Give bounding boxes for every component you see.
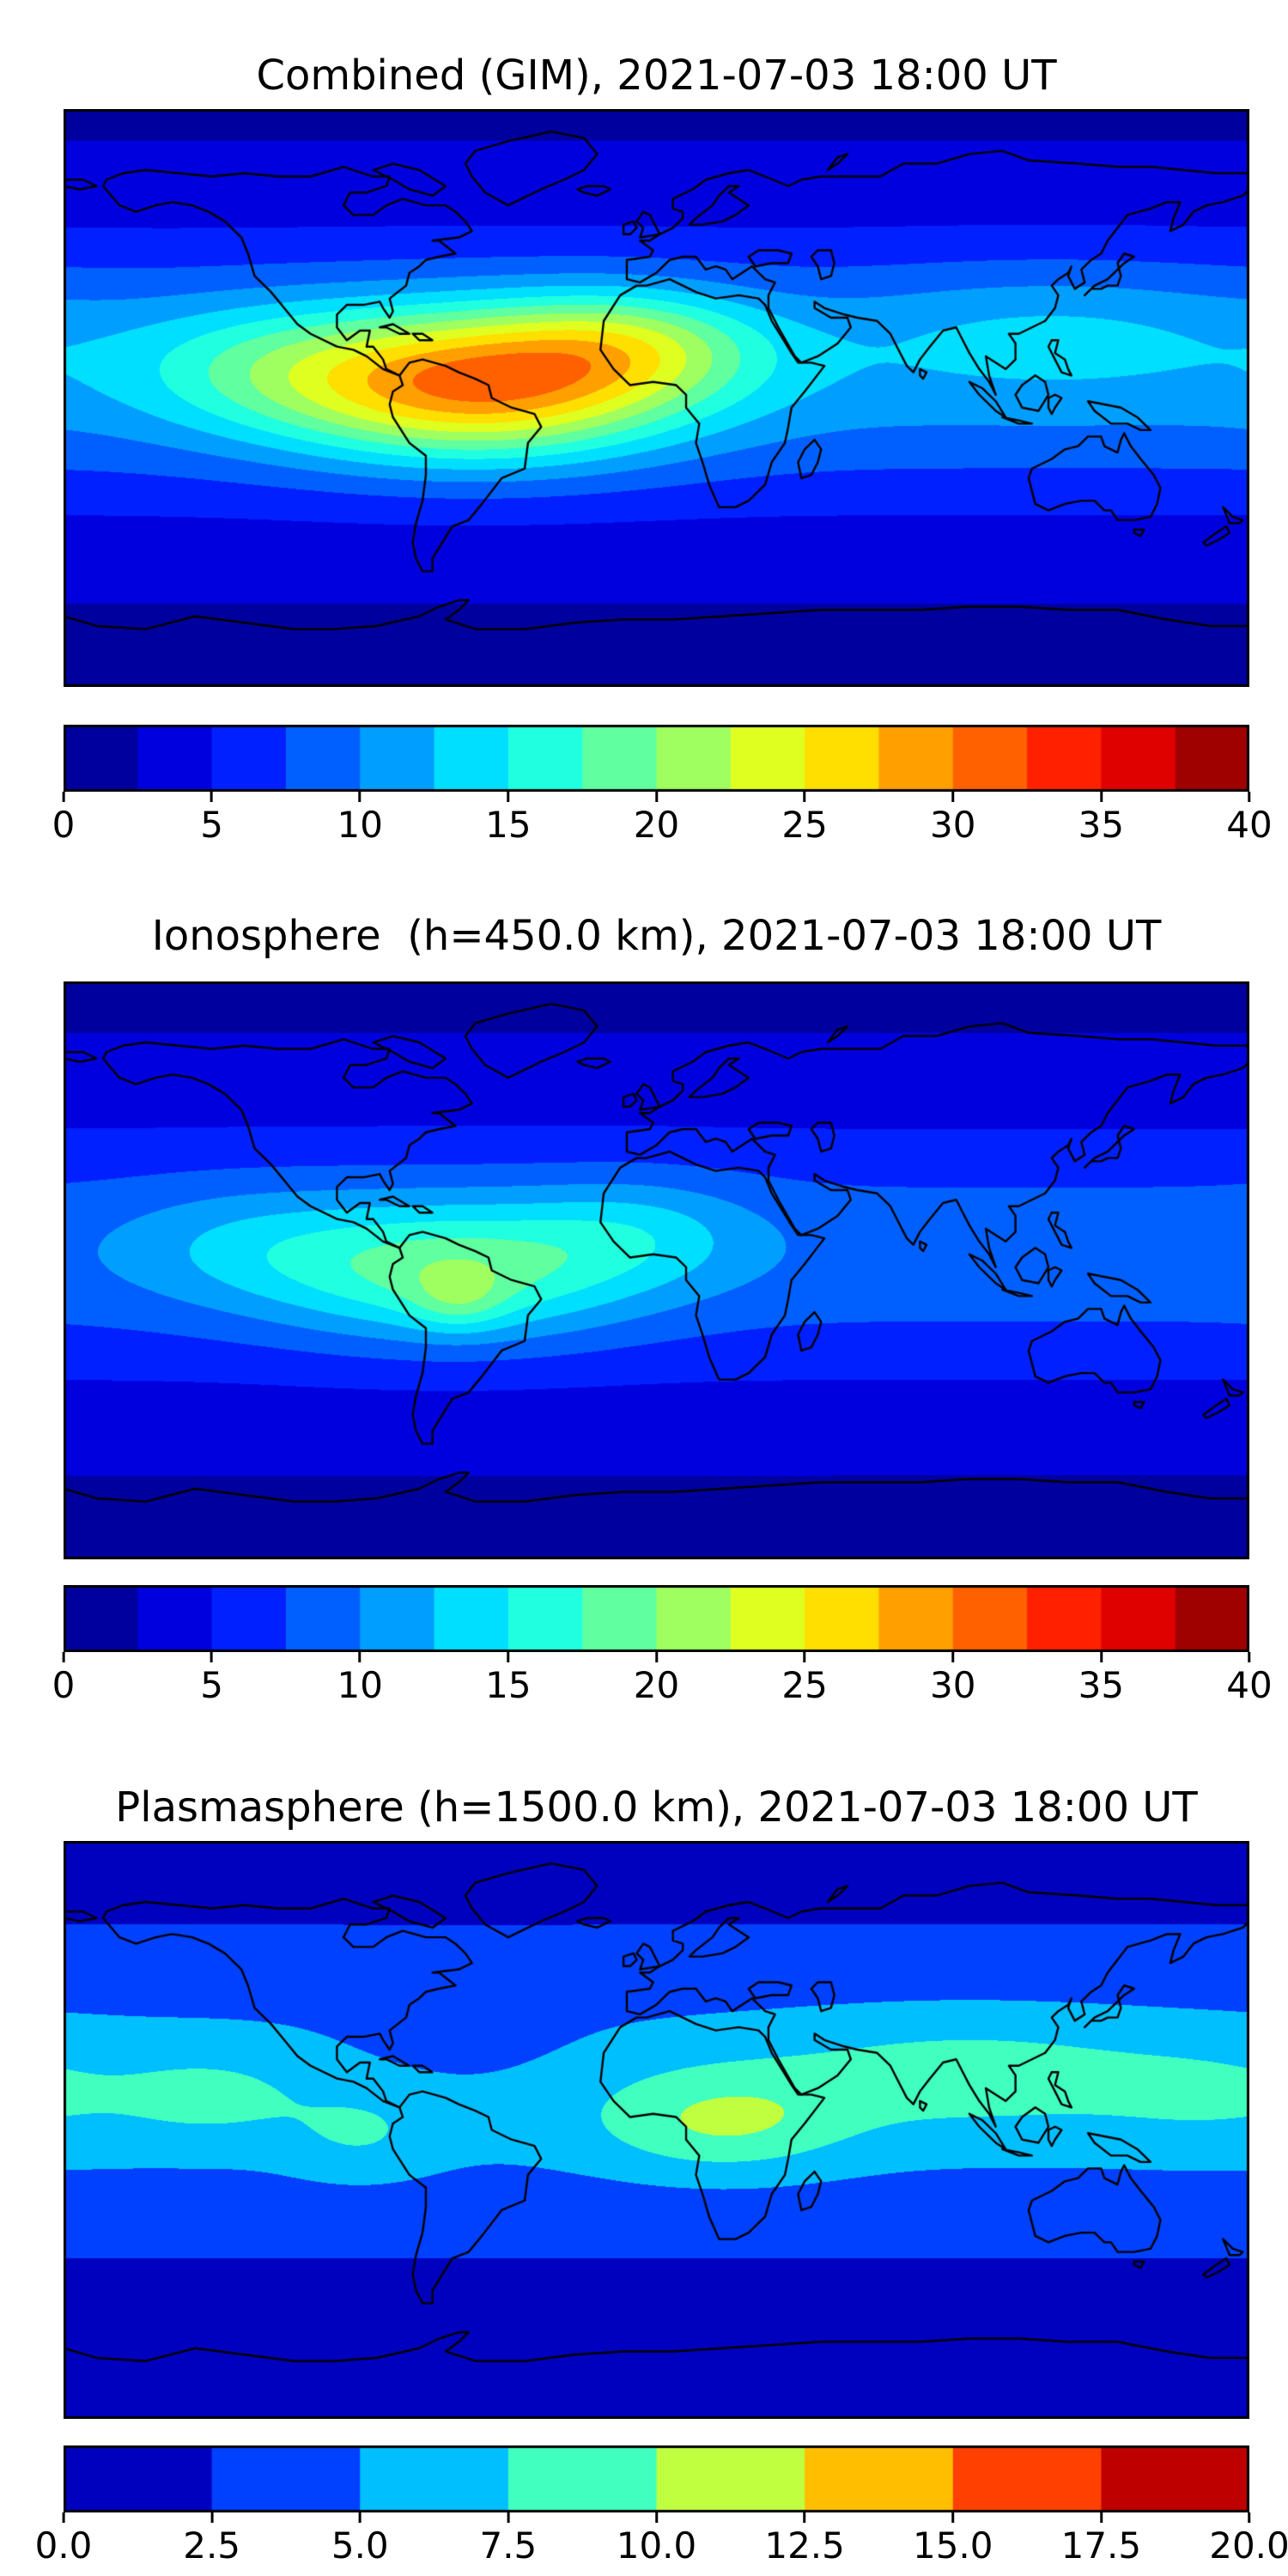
colorbar-tick: 20.0 bbox=[1209, 2512, 1288, 2567]
colorbar-tickmark-icon bbox=[62, 1652, 65, 1662]
colorbar-tick: 5.0 bbox=[331, 2512, 389, 2567]
colorbar-tickmark-icon bbox=[1099, 1652, 1103, 1662]
colorbar-canvas-plasmasphere bbox=[64, 2445, 1249, 2512]
colorbar-tickmark-icon bbox=[507, 792, 510, 802]
colorbar-tick-label: 20 bbox=[633, 804, 680, 846]
panel-title-ionosphere: Ionosphere (h=450.0 km), 2021-07-03 18:0… bbox=[151, 912, 1162, 960]
colorbar-tick-label: 15 bbox=[485, 804, 532, 846]
map-canvas-plasmasphere bbox=[64, 1841, 1249, 2419]
colorbar-tickmark-icon bbox=[1099, 792, 1103, 802]
colorbar-tick: 15 bbox=[485, 1652, 532, 1707]
colorbar-tick-label: 12.5 bbox=[764, 2524, 845, 2567]
colorbar-tickmark-icon bbox=[1248, 2512, 1251, 2523]
colorbar-tickmark-icon bbox=[1248, 792, 1251, 802]
colorbar-tickmark-icon bbox=[1099, 2512, 1103, 2523]
colorbar-tick-label: 15 bbox=[485, 1664, 532, 1706]
colorbar-tick: 25 bbox=[781, 792, 828, 847]
colorbar-tickmark-icon bbox=[358, 792, 361, 802]
colorbar-tick-label: 40 bbox=[1226, 1664, 1273, 1706]
colorbar-tick: 20 bbox=[634, 1652, 679, 1707]
colorbar-tick-label: 25 bbox=[781, 804, 828, 846]
colorbar-tick: 30 bbox=[930, 792, 975, 847]
colorbar-ticks-ionosphere: 0 5 10 15 20 25 30 35 40 bbox=[52, 1652, 1273, 1714]
colorbar-tick: 5 bbox=[200, 1652, 223, 1707]
colorbar-tick: 15.0 bbox=[913, 2512, 993, 2567]
colorbar-tick-label: 40 bbox=[1226, 804, 1273, 846]
colorbar-tickmark-icon bbox=[358, 1652, 361, 1662]
panel-title-plasmasphere: Plasmasphere (h=1500.0 km), 2021-07-03 1… bbox=[115, 1783, 1198, 1832]
colorbar-tickmark-icon bbox=[654, 1652, 658, 1662]
map-canvas-combined bbox=[64, 109, 1249, 687]
colorbar-tick: 5 bbox=[200, 792, 223, 847]
colorbar-tickmark-icon bbox=[803, 1652, 806, 1662]
colorbar-tickmark-icon bbox=[951, 1652, 955, 1662]
colorbar-tick: 40 bbox=[1226, 792, 1273, 847]
colorbar-tick-label: 20 bbox=[633, 1664, 680, 1706]
colorbar-tick-label: 35 bbox=[1078, 804, 1125, 846]
colorbar-tick-label: 35 bbox=[1078, 1664, 1125, 1706]
panel-title-combined: Combined (GIM), 2021-07-03 18:00 UT bbox=[256, 52, 1057, 100]
colorbar-tick-label: 10.0 bbox=[616, 2524, 697, 2567]
colorbar-tickmark-icon bbox=[1248, 1652, 1251, 1662]
colorbar-tick: 0 bbox=[52, 1652, 76, 1707]
colorbar-tick: 12.5 bbox=[764, 2512, 845, 2567]
colorbar-tick: 0 bbox=[52, 792, 76, 847]
colorbar-tickmark-icon bbox=[803, 2512, 806, 2523]
colorbar-tick-label: 0 bbox=[52, 1664, 76, 1706]
colorbar-tick: 15 bbox=[485, 792, 532, 847]
colorbar-tickmark-icon bbox=[654, 2512, 658, 2523]
colorbar-tickmark-icon bbox=[210, 792, 214, 802]
colorbar-tick-label: 0 bbox=[52, 804, 76, 846]
colorbar-tick: 17.5 bbox=[1060, 2512, 1142, 2567]
colorbar-tick: 25 bbox=[781, 1652, 828, 1707]
colorbar-tick-label: 5.0 bbox=[331, 2524, 389, 2567]
colorbar-tick-label: 25 bbox=[781, 1664, 828, 1706]
colorbar-tick-label: 20.0 bbox=[1209, 2524, 1288, 2567]
colorbar-ticks-plasmasphere: 0.0 2.5 5.0 7.5 10.0 12.5 15.0 17.5 20.0 bbox=[35, 2512, 1288, 2574]
colorbar-tick-label: 30 bbox=[930, 1664, 976, 1706]
colorbar-tick-label: 30 bbox=[930, 804, 976, 846]
colorbar-tickmark-icon bbox=[951, 2512, 955, 2523]
colorbar-tick-label: 10 bbox=[337, 804, 383, 846]
colorbar-tick-label: 0.0 bbox=[34, 2524, 93, 2567]
colorbar-tick: 20 bbox=[634, 792, 679, 847]
colorbar-tick-label: 5 bbox=[200, 804, 223, 846]
colorbar-tickmark-icon bbox=[62, 792, 65, 802]
colorbar-tick: 40 bbox=[1226, 1652, 1273, 1707]
colorbar-tick: 30 bbox=[930, 1652, 975, 1707]
map-canvas-ionosphere bbox=[64, 981, 1249, 1559]
colorbar-tickmark-icon bbox=[62, 2512, 65, 2523]
colorbar-tick: 10.0 bbox=[616, 2512, 697, 2567]
colorbar-tick: 2.5 bbox=[183, 2512, 240, 2567]
colorbar-tick-label: 7.5 bbox=[479, 2524, 538, 2567]
colorbar-tick-label: 5 bbox=[200, 1664, 223, 1706]
colorbar-tick: 35 bbox=[1078, 792, 1124, 847]
colorbar-tickmark-icon bbox=[951, 792, 955, 802]
colorbar-tick-label: 10 bbox=[337, 1664, 383, 1706]
colorbar-tickmark-icon bbox=[803, 792, 806, 802]
colorbar-canvas-ionosphere bbox=[64, 1585, 1249, 1652]
colorbar-canvas-combined bbox=[64, 725, 1249, 792]
colorbar-tickmark-icon bbox=[507, 1652, 510, 1662]
colorbar-tick: 35 bbox=[1078, 1652, 1124, 1707]
colorbar-tick-label: 17.5 bbox=[1060, 2524, 1142, 2567]
colorbar-tickmark-icon bbox=[654, 792, 658, 802]
colorbar-tick-label: 2.5 bbox=[183, 2524, 241, 2567]
colorbar-ticks-combined: 0 5 10 15 20 25 30 35 40 bbox=[52, 792, 1273, 854]
colorbar-tickmark-icon bbox=[358, 2512, 361, 2523]
colorbar-tickmark-icon bbox=[210, 1652, 214, 1662]
colorbar-tick: 10 bbox=[337, 792, 383, 847]
colorbar-tickmark-icon bbox=[507, 2512, 510, 2523]
colorbar-tick: 7.5 bbox=[479, 2512, 537, 2567]
colorbar-tick: 10 bbox=[337, 1652, 383, 1707]
colorbar-tick: 0.0 bbox=[34, 2512, 93, 2567]
colorbar-tickmark-icon bbox=[210, 2512, 214, 2523]
colorbar-tick-label: 15.0 bbox=[912, 2524, 993, 2567]
